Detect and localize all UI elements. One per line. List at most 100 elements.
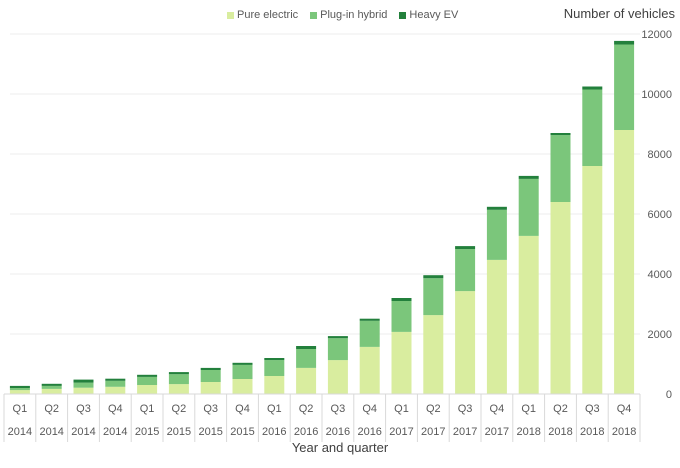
- x-tick-year: 2017: [421, 426, 445, 438]
- bar-segment-pure-electric: [9, 390, 30, 394]
- bar-segment-heavy-ev: [200, 367, 221, 370]
- x-tick-quarter: Q4: [235, 403, 250, 415]
- legend-label: Pure electric: [237, 9, 299, 21]
- x-tick-quarter: Q4: [617, 403, 632, 415]
- x-tick-year: 2015: [230, 426, 254, 438]
- legend-label: Heavy EV: [409, 9, 459, 21]
- bar-segment-heavy-ev: [486, 206, 507, 210]
- x-tick-year: 2017: [453, 426, 477, 438]
- bar-segment-heavy-ev: [518, 175, 539, 179]
- x-tick-year: 2018: [612, 426, 636, 438]
- bar-segment-heavy-ev: [327, 336, 348, 339]
- bar-segment-heavy-ev: [455, 246, 476, 250]
- bar-segment-pure-electric: [296, 367, 317, 394]
- bar-segment-heavy-ev: [391, 298, 412, 301]
- x-tick-quarter: Q3: [203, 403, 218, 415]
- x-tick-quarter: Q2: [44, 403, 59, 415]
- bar-segment-heavy-ev: [296, 346, 317, 349]
- x-tick-year: 2016: [294, 426, 318, 438]
- bar-segment-heavy-ev: [168, 372, 189, 375]
- x-tick-quarter: Q1: [267, 403, 282, 415]
- bar-segment-pure-electric: [232, 379, 253, 394]
- bar-segment-plug-in-hybrid: [200, 370, 221, 382]
- bar-segment-plug-in-hybrid: [73, 382, 94, 388]
- x-tick-quarter: Q2: [299, 403, 314, 415]
- bar-segment-pure-electric: [423, 315, 444, 394]
- x-tick-quarter: Q2: [553, 403, 568, 415]
- bar-segment-heavy-ev: [41, 383, 62, 386]
- x-tick-year: 2014: [103, 426, 127, 438]
- x-tick-quarter: Q3: [458, 403, 473, 415]
- bar-segment-heavy-ev: [73, 379, 94, 383]
- bar-segment-plug-in-hybrid: [105, 380, 126, 387]
- y-tick-label: 12000: [641, 29, 672, 41]
- x-tick-year: 2017: [485, 426, 509, 438]
- bar-segment-pure-electric: [264, 376, 285, 394]
- bar-segment-plug-in-hybrid: [614, 44, 635, 130]
- x-tick-year: 2015: [135, 426, 159, 438]
- bar-segment-plug-in-hybrid: [232, 364, 253, 379]
- bar-segment-plug-in-hybrid: [137, 376, 158, 385]
- bar-segment-pure-electric: [455, 291, 476, 394]
- x-axis-title: Year and quarter: [292, 440, 389, 455]
- bar-segment-heavy-ev: [232, 362, 253, 365]
- bar-segment-pure-electric: [200, 382, 221, 394]
- bar-segment-heavy-ev: [264, 358, 285, 361]
- legend-item-heavy-ev: Heavy EV: [399, 9, 458, 21]
- x-tick-year: 2014: [39, 426, 63, 438]
- bar-segment-plug-in-hybrid: [486, 209, 507, 260]
- legend-swatch-plug-in-hybrid: [310, 11, 318, 19]
- x-tick-year: 2017: [389, 426, 413, 438]
- y-tick-label: 2000: [648, 329, 672, 341]
- bar-segment-plug-in-hybrid: [327, 338, 348, 361]
- bar-segment-pure-electric: [550, 202, 571, 394]
- bar-segment-pure-electric: [105, 386, 126, 394]
- x-tick-quarter: Q3: [76, 403, 91, 415]
- x-tick-year: 2014: [8, 426, 32, 438]
- y-tick-label: 8000: [648, 149, 672, 161]
- bar-segment-pure-electric: [614, 130, 635, 394]
- x-tick-year: 2018: [548, 426, 572, 438]
- chart-legend: Pure electric Plug-in hybrid Heavy EV: [227, 9, 458, 21]
- x-tick-year: 2014: [71, 426, 95, 438]
- bar-segment-plug-in-hybrid: [168, 374, 189, 385]
- bar-segment-pure-electric: [518, 235, 539, 394]
- x-tick-year: 2018: [580, 426, 604, 438]
- y-tick-label: 4000: [648, 269, 672, 281]
- bar-segment-pure-electric: [391, 331, 412, 394]
- legend-item-pure-electric: Pure electric: [227, 9, 298, 21]
- x-tick-quarter: Q1: [140, 403, 155, 415]
- x-tick-year: 2016: [357, 426, 381, 438]
- bar-segment-plug-in-hybrid: [550, 135, 571, 202]
- bar-segment-heavy-ev: [582, 86, 603, 90]
- bar-segment-heavy-ev: [9, 385, 30, 388]
- legend-label: Plug-in hybrid: [320, 9, 388, 21]
- bar-segment-plug-in-hybrid: [296, 349, 317, 368]
- bar-segment-plug-in-hybrid: [9, 388, 30, 391]
- x-tick-quarter: Q3: [331, 403, 346, 415]
- bar-segment-heavy-ev: [137, 374, 158, 377]
- bar-segment-pure-electric: [168, 384, 189, 394]
- y-tick-label: 0: [666, 389, 672, 401]
- bar-segment-heavy-ev: [105, 378, 126, 381]
- bar-segment-pure-electric: [327, 360, 348, 394]
- bar-segment-plug-in-hybrid: [41, 385, 62, 389]
- y-tick-label: 10000: [641, 89, 672, 101]
- x-tick-quarter: Q2: [426, 403, 441, 415]
- bar-segment-plug-in-hybrid: [391, 301, 412, 332]
- x-tick-quarter: Q2: [172, 403, 187, 415]
- x-tick-year: 2015: [167, 426, 191, 438]
- x-tick-quarter: Q4: [362, 403, 377, 415]
- bar-segment-pure-electric: [73, 387, 94, 394]
- bar-segment-pure-electric: [486, 259, 507, 394]
- bar-segment-plug-in-hybrid: [423, 278, 444, 316]
- x-tick-year: 2018: [516, 426, 540, 438]
- bar-segment-plug-in-hybrid: [518, 178, 539, 236]
- bar-segment-heavy-ev: [423, 275, 444, 279]
- bar-segment-plug-in-hybrid: [359, 320, 380, 347]
- bar-segment-heavy-ev: [550, 133, 571, 136]
- legend-item-plug-in-hybrid: Plug-in hybrid: [310, 9, 387, 21]
- x-tick-quarter: Q4: [490, 403, 505, 415]
- bar-segment-pure-electric: [41, 388, 62, 394]
